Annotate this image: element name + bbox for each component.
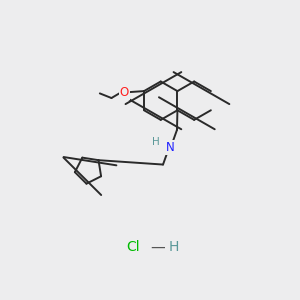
Text: Cl: Cl <box>126 240 140 254</box>
Text: H: H <box>168 240 179 254</box>
Text: H: H <box>152 137 160 147</box>
Text: O: O <box>120 86 129 99</box>
Text: N: N <box>166 141 174 154</box>
Text: —: — <box>150 240 165 255</box>
